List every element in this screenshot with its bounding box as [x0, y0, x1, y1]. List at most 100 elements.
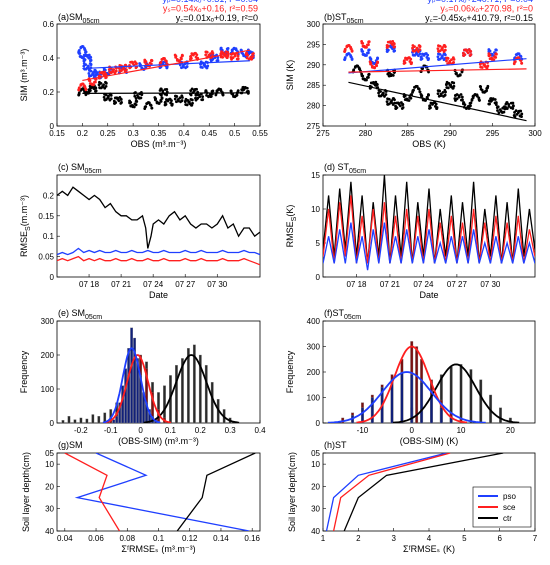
y-tick-label: 5	[316, 239, 321, 248]
y-axis-label: SIM (K)	[285, 60, 295, 91]
x-axis-label-main: Date	[149, 290, 168, 300]
scatter-point-ctr	[214, 93, 218, 97]
legend-label-pso: pso	[503, 492, 516, 501]
scatter-point-sce	[479, 65, 483, 69]
y-tick-label: 40	[311, 527, 320, 536]
scatter-point-sce	[103, 70, 106, 74]
y-tick-label: 0.2	[43, 191, 55, 200]
x-tick-label: 280	[359, 129, 373, 138]
scatter-point-sce	[83, 85, 87, 89]
scatter-point-pso	[487, 49, 491, 53]
scatter-point-sce	[452, 58, 456, 61]
scatter-point-ctr	[501, 106, 505, 110]
panel-g: 0.04 0.06 0.08 0.1 0.12 0.14 0.16 05 10 20 30 40 (g)…	[21, 440, 261, 554]
scatter-point-ctr	[242, 85, 245, 89]
hist-bar-pso	[112, 419, 116, 423]
x-tick-label: 0.3	[128, 129, 140, 138]
panel-title-sub: 05cm	[344, 314, 361, 321]
y-tick-label: 40	[45, 527, 54, 536]
scatter-point-sce	[180, 54, 184, 58]
scatter-point-sce	[128, 66, 132, 70]
scatter-point-pso	[426, 58, 430, 62]
scatter-point-ctr	[513, 111, 516, 114]
series-line-sce	[64, 453, 121, 531]
scatter-point-ctr	[87, 90, 91, 94]
scatter-point-pso	[225, 47, 229, 51]
scatter-point-pso	[85, 53, 89, 57]
y-tick-label: 20	[311, 482, 320, 491]
x-tick-label: -0.1	[104, 426, 118, 435]
panel-d: 07 18 07 21 07 24 07 27 07 30 0 5 10 15 (d) ST05c…	[285, 162, 536, 300]
scatter-point-ctr	[454, 99, 457, 102]
scatter-point-ctr	[444, 90, 447, 94]
scatter-point-ctr	[462, 101, 466, 105]
scatter-point-ctr	[377, 89, 381, 92]
scatter-point-sce	[193, 51, 197, 55]
hist-bar-ctr	[459, 364, 463, 423]
scatter-point-ctr	[371, 81, 375, 84]
y-tick-label: 100	[307, 394, 321, 403]
scatter-points	[343, 39, 527, 122]
scatter-point-sce	[93, 80, 96, 84]
fit-line-ctr	[348, 81, 527, 122]
fit-curve-sce	[356, 345, 468, 423]
hist-bar-ctr	[499, 407, 502, 423]
scatter-point-ctr	[92, 87, 96, 91]
scatter-point-ctr	[362, 77, 365, 81]
scatter-point-sce	[441, 48, 444, 51]
fit-curve-ctr	[392, 363, 520, 423]
panel-frame	[322, 320, 536, 424]
x-tick-label: 275	[316, 129, 330, 138]
scatter-point-ctr	[473, 93, 477, 97]
scatter-point-sce	[108, 71, 112, 74]
scatter-point-sce	[195, 53, 199, 57]
panel-title-main: (e) SM	[58, 308, 85, 318]
scatter-point-pso	[230, 48, 234, 52]
scatter-point-ctr	[194, 98, 198, 102]
hist-bar-pso	[124, 368, 128, 423]
scatter-point-ctr	[217, 87, 221, 91]
y-axis-label-unit: (K)	[285, 205, 295, 217]
scatter-point-sce	[411, 46, 414, 50]
scatter-point-pso	[92, 74, 96, 77]
scatter-point-ctr	[215, 89, 219, 93]
x-axis-label-main: OBS (m³.m⁻³)	[131, 139, 187, 149]
series-lines	[323, 175, 535, 271]
y-tick-label: 30	[45, 505, 54, 514]
scatter-point-sce	[482, 63, 486, 67]
scatter-point-pso	[343, 56, 347, 59]
hist-bar-pso	[133, 337, 136, 423]
x-axis-label-main: ΣᶠRMSEₛ	[403, 544, 440, 554]
scatter-point-ctr	[229, 89, 233, 93]
x-tick-label: 07 27	[447, 280, 468, 289]
scatter-point-sce	[402, 62, 406, 65]
x-tick-label: 07 24	[413, 280, 434, 289]
y-tick-label: 0.05	[38, 253, 54, 262]
fit-line-sce	[348, 68, 527, 73]
scatter-point-sce	[437, 49, 440, 53]
scatter-point-ctr	[193, 88, 197, 91]
scatter-point-sce	[512, 62, 516, 66]
scatter-point-sce	[165, 59, 168, 63]
y-axis-label-sub: S	[25, 226, 32, 231]
y-tick-label: 10	[45, 460, 54, 469]
scatter-point-sce	[135, 62, 138, 66]
scatter-point-sce	[487, 54, 491, 57]
scatter-point-ctr	[169, 101, 173, 105]
panel-title-main: (d) ST	[324, 162, 350, 172]
y-tick-label: 30	[311, 505, 320, 514]
scatter-point-sce	[205, 50, 209, 54]
scatter-point-ctr	[468, 101, 472, 105]
y-axis-label-sub: S	[291, 216, 298, 221]
scatter-point-ctr	[144, 105, 148, 108]
y-tick-label: 275	[307, 122, 321, 131]
y-tick-label: 285	[307, 81, 321, 90]
scatter-point-ctr	[502, 110, 506, 114]
scatter-point-ctr	[115, 96, 119, 100]
scatter-point-sce	[343, 50, 347, 53]
x-tick-label: 0.4	[254, 426, 266, 435]
scatter-point-pso	[516, 52, 520, 56]
scatter-point-pso	[365, 51, 369, 55]
scatter-point-ctr	[401, 103, 405, 106]
scatter-point-sce	[111, 69, 115, 73]
